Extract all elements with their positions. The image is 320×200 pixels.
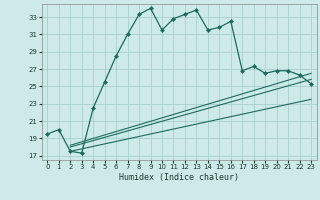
X-axis label: Humidex (Indice chaleur): Humidex (Indice chaleur) — [119, 173, 239, 182]
